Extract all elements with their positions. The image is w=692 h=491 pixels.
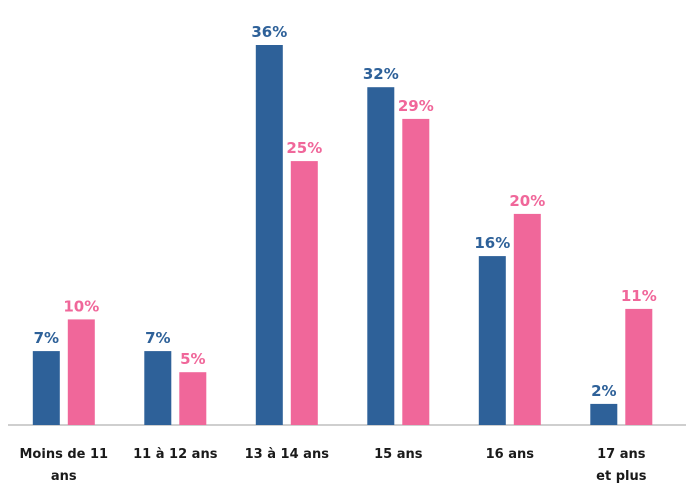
bars-group bbox=[32, 45, 653, 426]
value-label-series-1-cat-1: 5% bbox=[180, 350, 205, 368]
bar-series-0-cat-0 bbox=[32, 351, 60, 425]
bar-series-1-cat-5 bbox=[625, 308, 653, 425]
value-label-series-0-cat-2: 36% bbox=[251, 23, 287, 41]
bar-series-0-cat-2 bbox=[255, 45, 283, 425]
value-label-series-1-cat-4: 20% bbox=[509, 192, 545, 210]
value-label-series-0-cat-4: 16% bbox=[474, 234, 510, 252]
value-label-series-1-cat-3: 29% bbox=[398, 97, 434, 115]
value-label-series-1-cat-5: 11% bbox=[621, 287, 657, 305]
bar-series-0-cat-1 bbox=[144, 351, 172, 425]
bar-series-1-cat-0 bbox=[67, 319, 95, 425]
value-label-series-0-cat-1: 7% bbox=[145, 329, 170, 347]
bar-series-1-cat-4 bbox=[513, 213, 541, 425]
category-label-1: 11 à 12 ans bbox=[133, 447, 218, 462]
category-labels-group: Moins de 11 ans 11 à 12 ans 13 à 14 ans 15 a… bbox=[20, 447, 647, 484]
bar-series-0-cat-3 bbox=[367, 87, 395, 425]
value-label-series-0-cat-0: 7% bbox=[34, 329, 59, 347]
bar-series-1-cat-1 bbox=[179, 372, 207, 425]
bar-series-1-cat-2 bbox=[290, 161, 318, 425]
category-label-4: 16 ans bbox=[486, 447, 535, 462]
bar-series-0-cat-5 bbox=[590, 403, 618, 425]
value-label-series-1-cat-0: 10% bbox=[63, 297, 99, 315]
category-label-0: Moins de 11 ans bbox=[20, 447, 109, 484]
value-label-series-0-cat-5: 2% bbox=[591, 382, 616, 400]
value-label-series-1-cat-2: 25% bbox=[286, 139, 322, 157]
category-label-3: 15 ans bbox=[374, 447, 423, 462]
category-label-5: 17 ans et plus bbox=[596, 447, 647, 484]
bar-series-0-cat-4 bbox=[478, 256, 506, 425]
value-label-series-0-cat-3: 32% bbox=[363, 65, 399, 83]
value-labels-group: 7%10%7%5%36%25%32%29%16%20%2%11% bbox=[34, 23, 657, 400]
bar-series-1-cat-3 bbox=[402, 118, 430, 426]
category-label-2: 13 à 14 ans bbox=[245, 447, 330, 462]
